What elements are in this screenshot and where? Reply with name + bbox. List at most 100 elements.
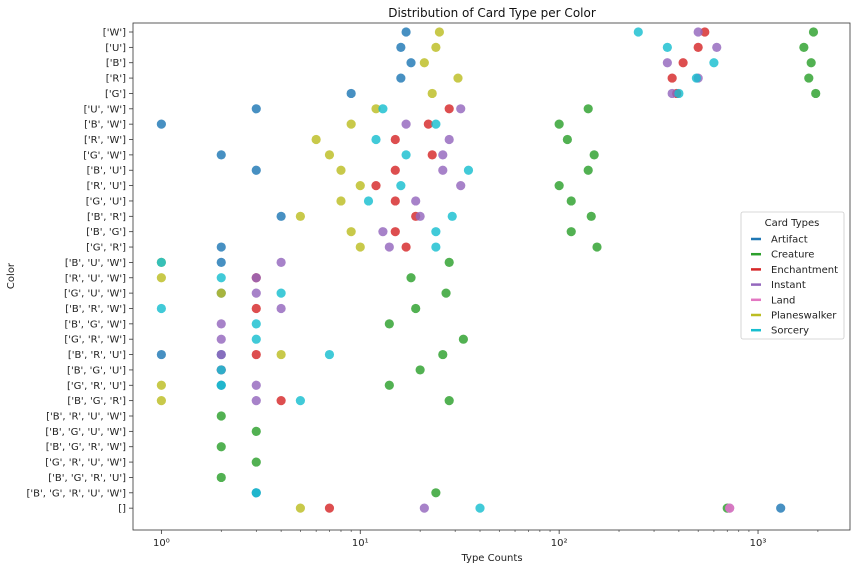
y-tick-label: ['B', 'R'] <box>87 212 126 223</box>
point-sorcery <box>662 42 672 52</box>
x-axis-label: Type Counts <box>460 553 522 564</box>
point-sorcery <box>216 273 226 283</box>
point-planeswalker <box>295 503 305 513</box>
point-enchantment <box>371 181 381 191</box>
point-planeswalker <box>336 196 346 206</box>
x-tick-label: 10⁰ <box>153 538 170 549</box>
point-sorcery <box>691 73 702 83</box>
point-creature <box>251 426 261 436</box>
point-enchantment <box>700 27 710 37</box>
point-artifact <box>251 165 261 175</box>
y-tick-label: ['B', 'U', 'W'] <box>65 258 126 269</box>
y-tick-label: ['G'] <box>105 89 126 100</box>
point-creature <box>806 58 816 68</box>
point-artifact <box>276 211 286 221</box>
point-instant <box>401 119 411 129</box>
y-tick-label: ['G', 'R', 'U'] <box>67 381 126 392</box>
point-sorcery <box>475 503 485 513</box>
point-instant <box>276 257 286 267</box>
point-planeswalker <box>346 227 356 237</box>
point-creature <box>431 488 441 498</box>
point-enchantment <box>251 349 261 360</box>
y-tick-label: ['B', 'W'] <box>84 120 126 131</box>
point-enchantment <box>390 227 400 237</box>
point-enchantment <box>251 303 261 314</box>
point-instant <box>712 42 722 52</box>
point-creature <box>384 380 394 390</box>
point-artifact <box>346 88 356 99</box>
data-points <box>156 27 821 513</box>
legend-label-creature: Creature <box>771 250 814 261</box>
point-creature <box>586 211 596 221</box>
point-instant <box>438 150 448 160</box>
point-planeswalker <box>156 396 166 406</box>
legend: Card Types Artifact Creature Enchantment In… <box>740 211 845 340</box>
y-axis-label: Color <box>6 262 17 289</box>
point-sorcery <box>156 303 166 314</box>
point-instant <box>438 165 448 175</box>
point-creature <box>811 88 821 99</box>
point-instant <box>456 104 466 114</box>
point-sorcery <box>276 288 286 298</box>
plot-frame <box>132 22 851 531</box>
point-creature <box>566 227 576 237</box>
point-planeswalker <box>156 273 166 283</box>
point-planeswalker <box>434 27 445 37</box>
point-creature <box>804 73 814 83</box>
point-planeswalker <box>431 42 441 52</box>
y-tick-label: ['B', 'U'] <box>87 166 126 177</box>
point-sorcery <box>378 104 388 114</box>
x-tick-label: 10² <box>551 538 568 549</box>
point-enchantment <box>427 150 437 160</box>
point-instant <box>444 134 454 145</box>
point-sorcery <box>216 365 226 375</box>
point-enchantment <box>324 503 335 513</box>
point-planeswalker <box>427 88 437 99</box>
y-tick-label: ['R', 'W'] <box>84 135 126 146</box>
y-tick-label: ['B', 'R', 'W'] <box>65 304 126 315</box>
point-creature <box>562 134 572 145</box>
point-planeswalker <box>419 58 429 68</box>
point-creature <box>216 472 226 483</box>
legend-label-artifact: Artifact <box>771 235 808 246</box>
point-instant <box>216 349 226 360</box>
y-axis: ['W'] ['U'] ['B'] ['R'] ['G'] ['U', 'W'] ['B',… <box>27 28 133 515</box>
point-sorcery <box>324 349 335 360</box>
point-enchantment <box>444 104 454 114</box>
point-creature <box>438 349 448 360</box>
legend-title: Card Types <box>765 218 820 229</box>
point-planeswalker <box>371 104 381 114</box>
point-creature <box>589 150 599 160</box>
y-tick-label: ['B', 'G', 'R', 'U', 'W'] <box>27 488 127 499</box>
y-tick-label: ['B', 'G', 'U'] <box>67 365 126 376</box>
point-creature <box>583 104 593 114</box>
point-artifact <box>251 104 261 114</box>
point-planeswalker <box>355 242 365 252</box>
point-sorcery <box>431 119 441 129</box>
point-planeswalker <box>311 134 321 145</box>
point-sorcery <box>216 380 226 390</box>
point-planeswalker <box>346 119 356 129</box>
point-artifact <box>401 27 411 37</box>
point-sorcery <box>401 150 411 160</box>
y-tick-label: ['G', 'W'] <box>83 150 126 161</box>
point-artifact <box>396 42 406 52</box>
point-instant <box>693 27 703 37</box>
point-enchantment <box>693 42 703 52</box>
y-tick-label: ['B', 'G', 'W'] <box>64 319 126 330</box>
point-creature <box>799 42 809 52</box>
point-instant <box>251 273 261 283</box>
y-tick-label: ['B', 'R', 'U', 'W'] <box>46 412 126 423</box>
point-instant <box>251 288 261 298</box>
point-artifact <box>156 349 166 360</box>
point-enchantment <box>423 119 433 129</box>
point-planeswalker <box>324 150 335 160</box>
point-sorcery <box>295 396 305 406</box>
point-planeswalker <box>295 211 305 221</box>
point-instant <box>384 242 394 252</box>
point-planeswalker <box>276 349 286 360</box>
point-instant <box>378 227 388 237</box>
point-creature <box>444 257 454 267</box>
point-creature <box>411 303 421 314</box>
